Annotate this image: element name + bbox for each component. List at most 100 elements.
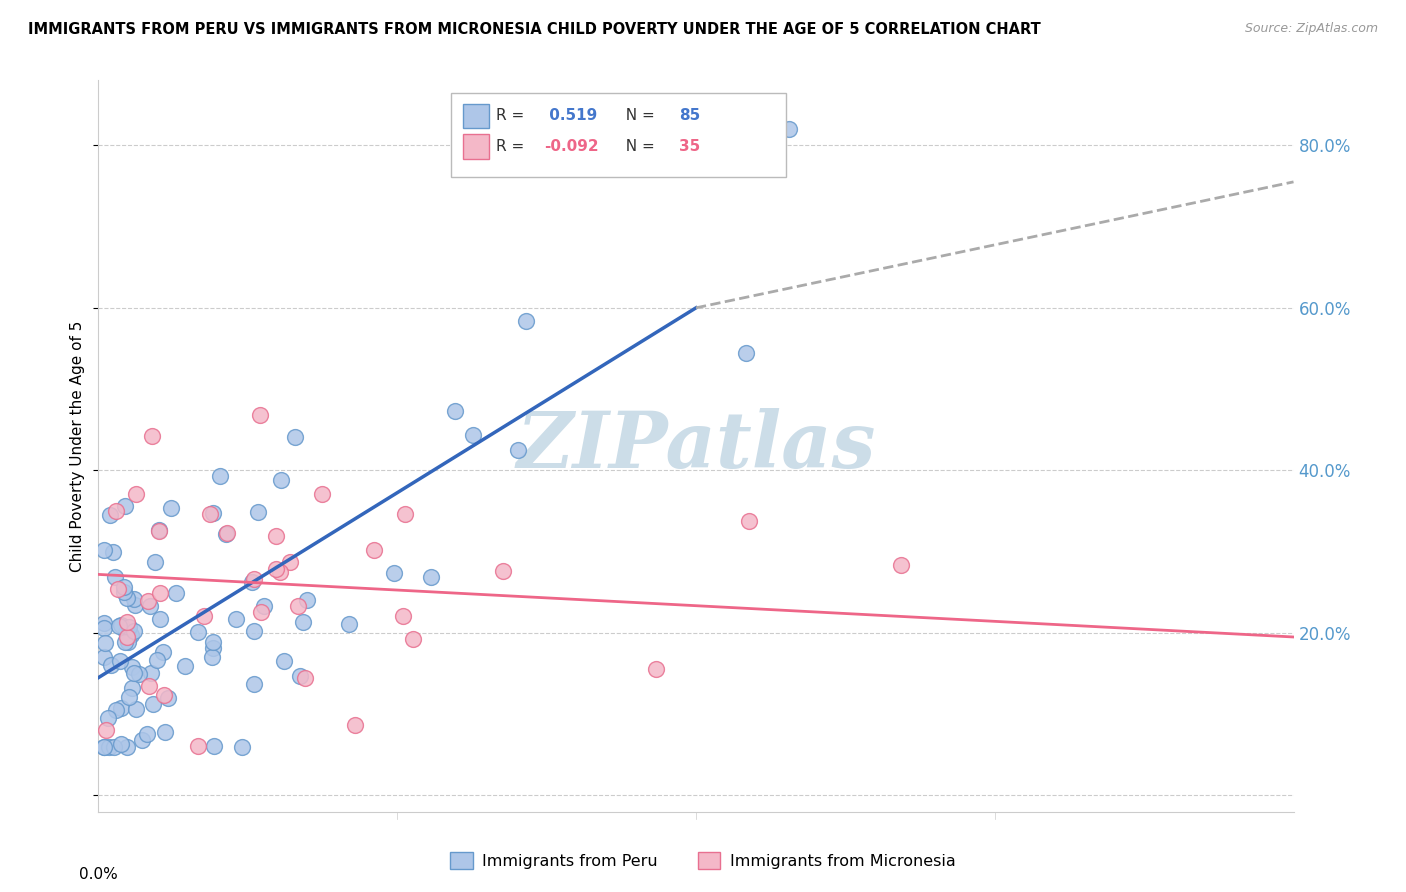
Point xyxy=(136,594,159,608)
Point xyxy=(121,659,143,673)
Point xyxy=(187,625,209,640)
Point xyxy=(128,667,150,681)
Point xyxy=(515,314,537,328)
Point xyxy=(508,443,530,458)
Point xyxy=(145,555,167,569)
Point xyxy=(291,615,314,630)
Point xyxy=(174,658,197,673)
Point xyxy=(159,501,181,516)
Point xyxy=(215,526,238,541)
Point xyxy=(120,628,142,642)
Point xyxy=(122,624,145,639)
Point xyxy=(297,592,319,607)
Point xyxy=(198,508,221,522)
Point xyxy=(115,630,138,644)
Y-axis label: Child Poverty Under the Age of 5: Child Poverty Under the Age of 5 xyxy=(70,320,86,572)
Point xyxy=(311,486,333,500)
Point xyxy=(193,609,215,624)
Text: 85: 85 xyxy=(679,108,700,123)
Point xyxy=(131,733,153,747)
Text: 0.0%: 0.0% xyxy=(79,867,118,881)
Point xyxy=(217,526,239,541)
Point xyxy=(463,427,485,442)
Point xyxy=(382,566,405,580)
Point xyxy=(125,701,148,715)
Point xyxy=(287,599,309,613)
Point xyxy=(94,635,117,649)
Point xyxy=(122,665,145,680)
Point xyxy=(243,677,266,691)
Point xyxy=(114,634,136,648)
Point xyxy=(148,523,170,537)
Point xyxy=(118,620,141,634)
Point xyxy=(243,573,266,587)
Point xyxy=(240,575,263,590)
Point xyxy=(278,555,301,569)
Point xyxy=(98,739,121,754)
Point xyxy=(93,621,115,635)
Point xyxy=(98,508,121,522)
Point xyxy=(644,662,666,676)
Point xyxy=(138,679,160,693)
Text: -0.092: -0.092 xyxy=(544,139,599,154)
Point xyxy=(125,487,148,501)
Point xyxy=(266,528,288,542)
Point xyxy=(202,640,225,655)
Point xyxy=(93,650,115,665)
Point xyxy=(141,666,163,681)
Point xyxy=(110,701,132,715)
Point xyxy=(269,565,291,579)
Point xyxy=(93,542,115,557)
Bar xyxy=(463,135,489,159)
Point xyxy=(103,545,125,559)
Point xyxy=(117,690,139,704)
Point xyxy=(103,739,125,754)
Point xyxy=(122,592,145,607)
Point xyxy=(114,500,136,514)
Text: R =: R = xyxy=(496,139,530,154)
Point xyxy=(273,654,295,668)
Point xyxy=(419,570,441,584)
Point xyxy=(105,703,128,717)
Point xyxy=(153,725,176,739)
Point xyxy=(124,599,146,613)
Point xyxy=(149,586,172,600)
Text: N =: N = xyxy=(616,139,659,154)
Point xyxy=(264,562,287,576)
Point xyxy=(107,582,129,597)
Point xyxy=(391,609,413,624)
Text: IMMIGRANTS FROM PERU VS IMMIGRANTS FROM MICRONESIA CHILD POVERTY UNDER THE AGE O: IMMIGRANTS FROM PERU VS IMMIGRANTS FROM … xyxy=(28,22,1040,37)
Point xyxy=(284,430,307,444)
Point xyxy=(402,632,425,646)
Point xyxy=(225,612,247,626)
Point xyxy=(94,723,117,737)
Point xyxy=(697,161,720,175)
Point xyxy=(288,669,311,683)
Point xyxy=(135,727,157,741)
Point xyxy=(117,634,139,648)
Point xyxy=(115,624,138,639)
Point xyxy=(250,605,273,619)
Point xyxy=(778,122,800,136)
Text: R =: R = xyxy=(496,108,530,123)
Text: Source: ZipAtlas.com: Source: ZipAtlas.com xyxy=(1244,22,1378,36)
Point xyxy=(149,612,172,626)
Point xyxy=(93,615,115,630)
Point xyxy=(165,585,187,599)
Point xyxy=(890,558,912,572)
Point xyxy=(115,739,138,754)
Point xyxy=(117,591,139,606)
Point xyxy=(108,654,131,668)
Point xyxy=(363,543,385,558)
Point xyxy=(115,615,138,630)
Point xyxy=(108,618,131,632)
Point xyxy=(186,739,208,754)
Point xyxy=(492,564,515,578)
Point xyxy=(110,617,132,632)
Point xyxy=(110,737,132,751)
Point xyxy=(148,524,170,538)
Bar xyxy=(463,103,489,128)
Point xyxy=(157,690,180,705)
Point xyxy=(249,408,271,422)
Point xyxy=(738,514,761,528)
